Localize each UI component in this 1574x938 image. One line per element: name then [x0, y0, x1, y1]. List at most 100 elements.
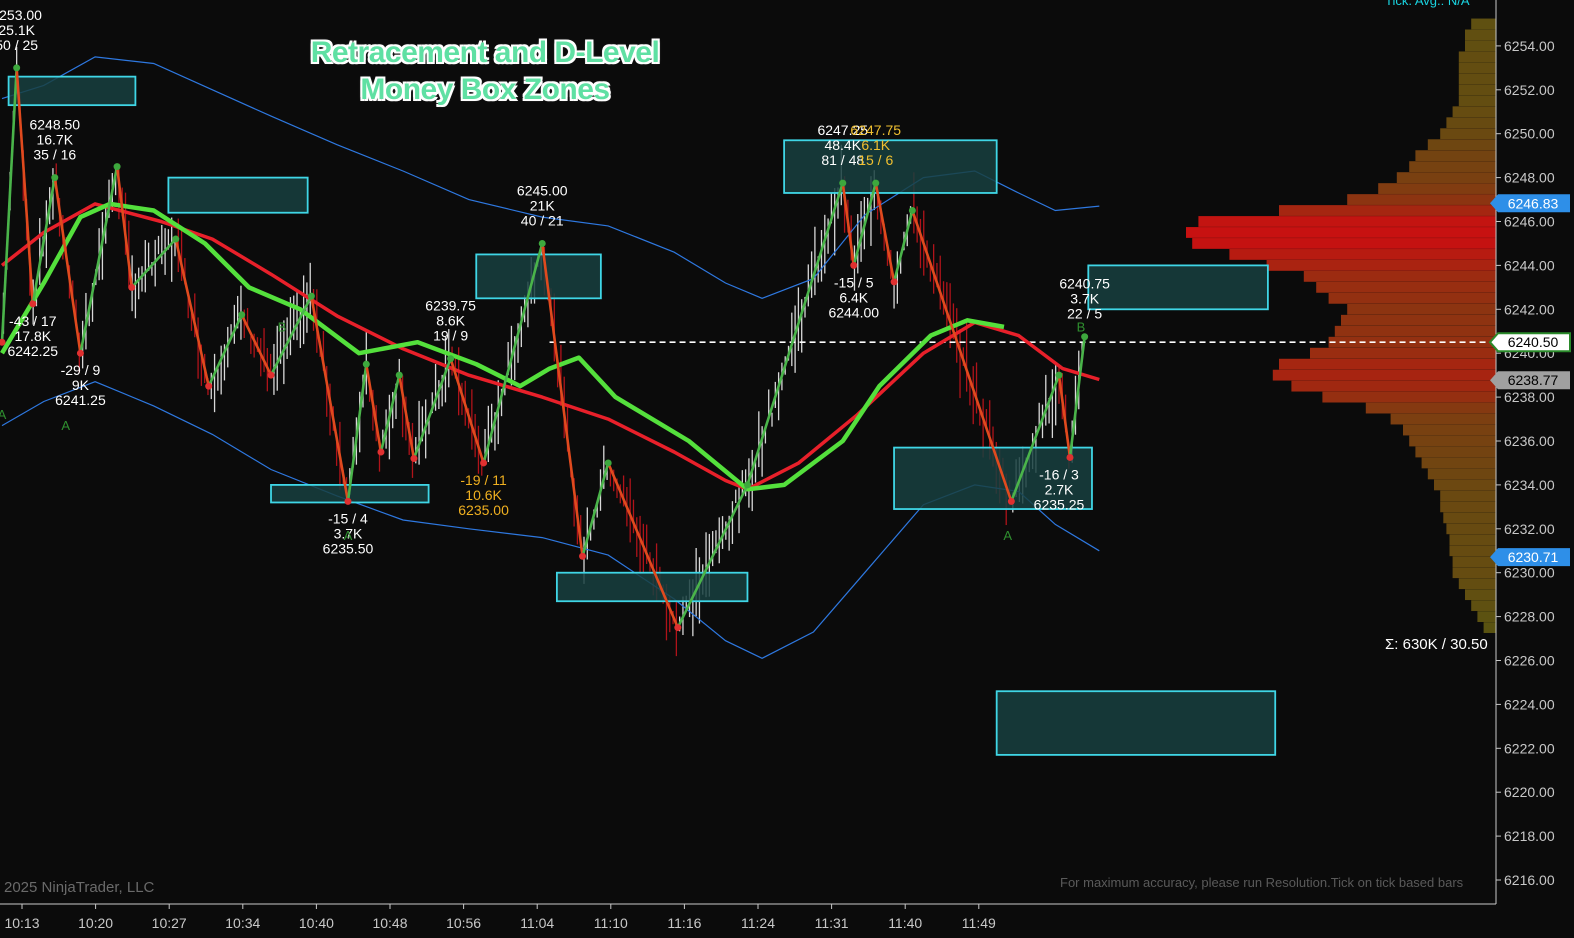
price-marker[interactable]: 6246.83	[1490, 194, 1570, 213]
money-box-zone[interactable]	[7, 75, 137, 107]
swing-label-text: 6248.50	[29, 117, 80, 133]
y-tick-label: 6230.00	[1504, 565, 1555, 581]
profile-bar	[1465, 29, 1496, 41]
profile-bar	[1458, 73, 1496, 85]
swing-point	[1066, 453, 1074, 461]
swing-segment	[115, 166, 134, 288]
swing-label-text: -15 / 4	[328, 510, 368, 526]
swing-label-text: 6.4K	[839, 289, 868, 305]
swing-point	[674, 624, 682, 632]
swing-segment	[874, 182, 896, 283]
swing-label-text: 6253.00	[0, 7, 42, 23]
money-box-zone[interactable]	[167, 176, 309, 214]
swing-point	[850, 261, 858, 269]
swing-point	[362, 360, 370, 368]
swing-segment	[892, 210, 914, 283]
swing-segment	[398, 374, 416, 459]
price-marker-label: 6246.83	[1508, 195, 1559, 211]
profile-bar	[1347, 303, 1496, 315]
price-marker-box	[1488, 332, 1571, 353]
swing-point	[113, 163, 121, 171]
swing-segment	[310, 295, 350, 502]
swing-label-text: -19 / 11	[460, 472, 507, 488]
swing-point	[410, 455, 418, 463]
swing-point	[480, 459, 488, 467]
x-tick-label: 11:10	[594, 915, 628, 931]
pattern-letter: A	[61, 418, 70, 433]
price-marker[interactable]: 6238.77	[1490, 371, 1570, 390]
profile-bar	[1198, 216, 1496, 227]
y-tick-label: 6228.00	[1504, 609, 1555, 625]
swing-segment	[15, 67, 35, 304]
swing-label-text: -43 / 17	[9, 313, 57, 329]
swing-point	[1081, 333, 1089, 341]
swing-segment	[79, 166, 119, 354]
y-tick-label: 6248.00	[1504, 170, 1555, 186]
money-box-zones[interactable]	[7, 75, 1277, 756]
accuracy-note: For maximum accuracy, please run Resolut…	[1060, 875, 1464, 890]
y-tick-label: 6218.00	[1504, 828, 1555, 844]
profile-bar	[1440, 128, 1496, 140]
price-marker-box	[1490, 548, 1570, 567]
swing-segment	[207, 314, 243, 387]
profile-bar	[1427, 468, 1496, 480]
money-box-zone[interactable]	[783, 139, 998, 194]
profile-bar	[1310, 347, 1496, 359]
profile-bar	[1341, 314, 1496, 326]
price-marker[interactable]: 6230.71	[1490, 548, 1570, 567]
y-tick-label: 6250.00	[1504, 126, 1555, 142]
profile-bar	[1465, 589, 1496, 601]
profile-bar	[1465, 40, 1496, 52]
swing-label-text: 6241.25	[55, 392, 106, 408]
money-box-zone[interactable]	[893, 446, 1093, 510]
pattern-letter: A	[1003, 528, 1012, 543]
profile-bar	[1458, 62, 1496, 74]
profile-bar	[1440, 490, 1496, 502]
profile-bar	[1452, 106, 1496, 118]
swing-segment	[746, 182, 844, 486]
swing-segment	[482, 243, 544, 464]
y-tick-label: 6224.00	[1504, 696, 1555, 712]
swing-segment	[412, 358, 452, 460]
x-tick-label: 10:56	[446, 915, 481, 931]
swing-point	[51, 174, 59, 182]
money-box-zone[interactable]	[1087, 264, 1269, 311]
price-marker-label: 6240.50	[1508, 334, 1559, 350]
y-tick-label: 6226.00	[1504, 653, 1555, 669]
price-marker[interactable]: 6240.50	[1488, 332, 1571, 353]
swing-segment	[346, 364, 368, 502]
y-tick-label: 6238.00	[1504, 389, 1555, 405]
swing-point	[267, 371, 275, 379]
swing-point	[839, 179, 847, 187]
swing-segment	[911, 210, 1013, 502]
money-box-zone[interactable]	[555, 571, 749, 603]
money-box-zone[interactable]	[995, 690, 1277, 756]
swing-label-text: 81 / 48	[821, 152, 864, 168]
fast-moving-average	[0, 201, 1005, 492]
profile-bar	[1471, 18, 1496, 30]
swing-point	[1007, 497, 1015, 505]
swing-point	[447, 355, 455, 363]
profile-bar	[1347, 194, 1496, 205]
swing-point	[128, 283, 136, 291]
title-line-2: Money Box Zones	[360, 73, 610, 106]
x-tick-label: 10:13	[4, 915, 39, 931]
swing-point	[307, 292, 315, 300]
profile-bar	[1477, 611, 1496, 622]
x-tick-label: 10:40	[299, 915, 334, 931]
swing-label-text: 17.8K	[14, 328, 51, 344]
profile-bar	[1334, 325, 1496, 337]
swing-segment	[1057, 374, 1072, 458]
profile-bar	[1403, 424, 1496, 436]
swing-label-text: 3.7K	[334, 525, 363, 541]
swing-segment	[31, 177, 57, 305]
copyright-text: 2025 NinjaTrader, LLC	[4, 879, 155, 896]
volume-summary: Σ: 630K / 30.50	[1385, 636, 1488, 653]
swing-segment	[841, 182, 856, 266]
swing-label-text: 6240.75	[1059, 276, 1110, 292]
swing-segment	[130, 238, 177, 289]
swing-label-text: 6245.00	[517, 182, 568, 198]
